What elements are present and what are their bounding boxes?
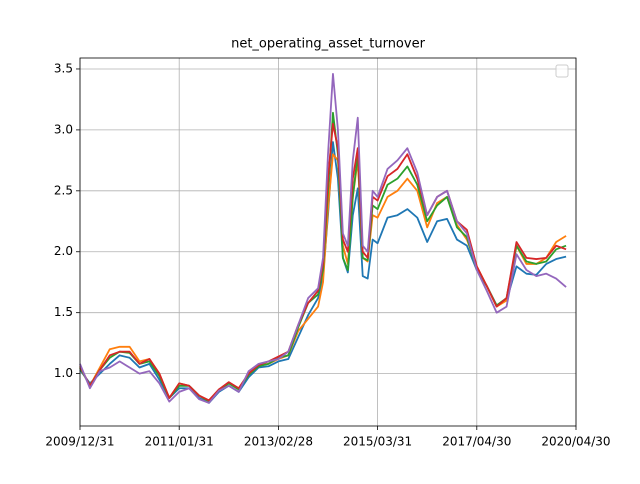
y-tick-label: 1.5 (54, 305, 73, 319)
series-line (79, 72, 567, 404)
plot-frame (79, 57, 577, 427)
x-tick-label: 2020/04/30 (541, 435, 610, 449)
x-tick-label: 2013/02/28 (244, 435, 313, 449)
series-line (79, 122, 567, 402)
y-tick-label: 2.0 (54, 244, 73, 258)
chart-title: net_operating_asset_turnover (231, 37, 425, 52)
y-tick-label: 2.5 (54, 183, 73, 197)
x-tick-label: 2015/03/31 (343, 435, 412, 449)
x-tick-label: 2017/04/30 (442, 435, 511, 449)
y-tick-label: 3.0 (54, 122, 73, 136)
x-tick-label: 2009/12/31 (45, 435, 114, 449)
x-tick-label: 2011/01/31 (145, 435, 214, 449)
y-tick-label: 3.5 (54, 61, 73, 75)
legend-box (555, 64, 569, 78)
y-tick-label: 1.0 (54, 366, 73, 380)
